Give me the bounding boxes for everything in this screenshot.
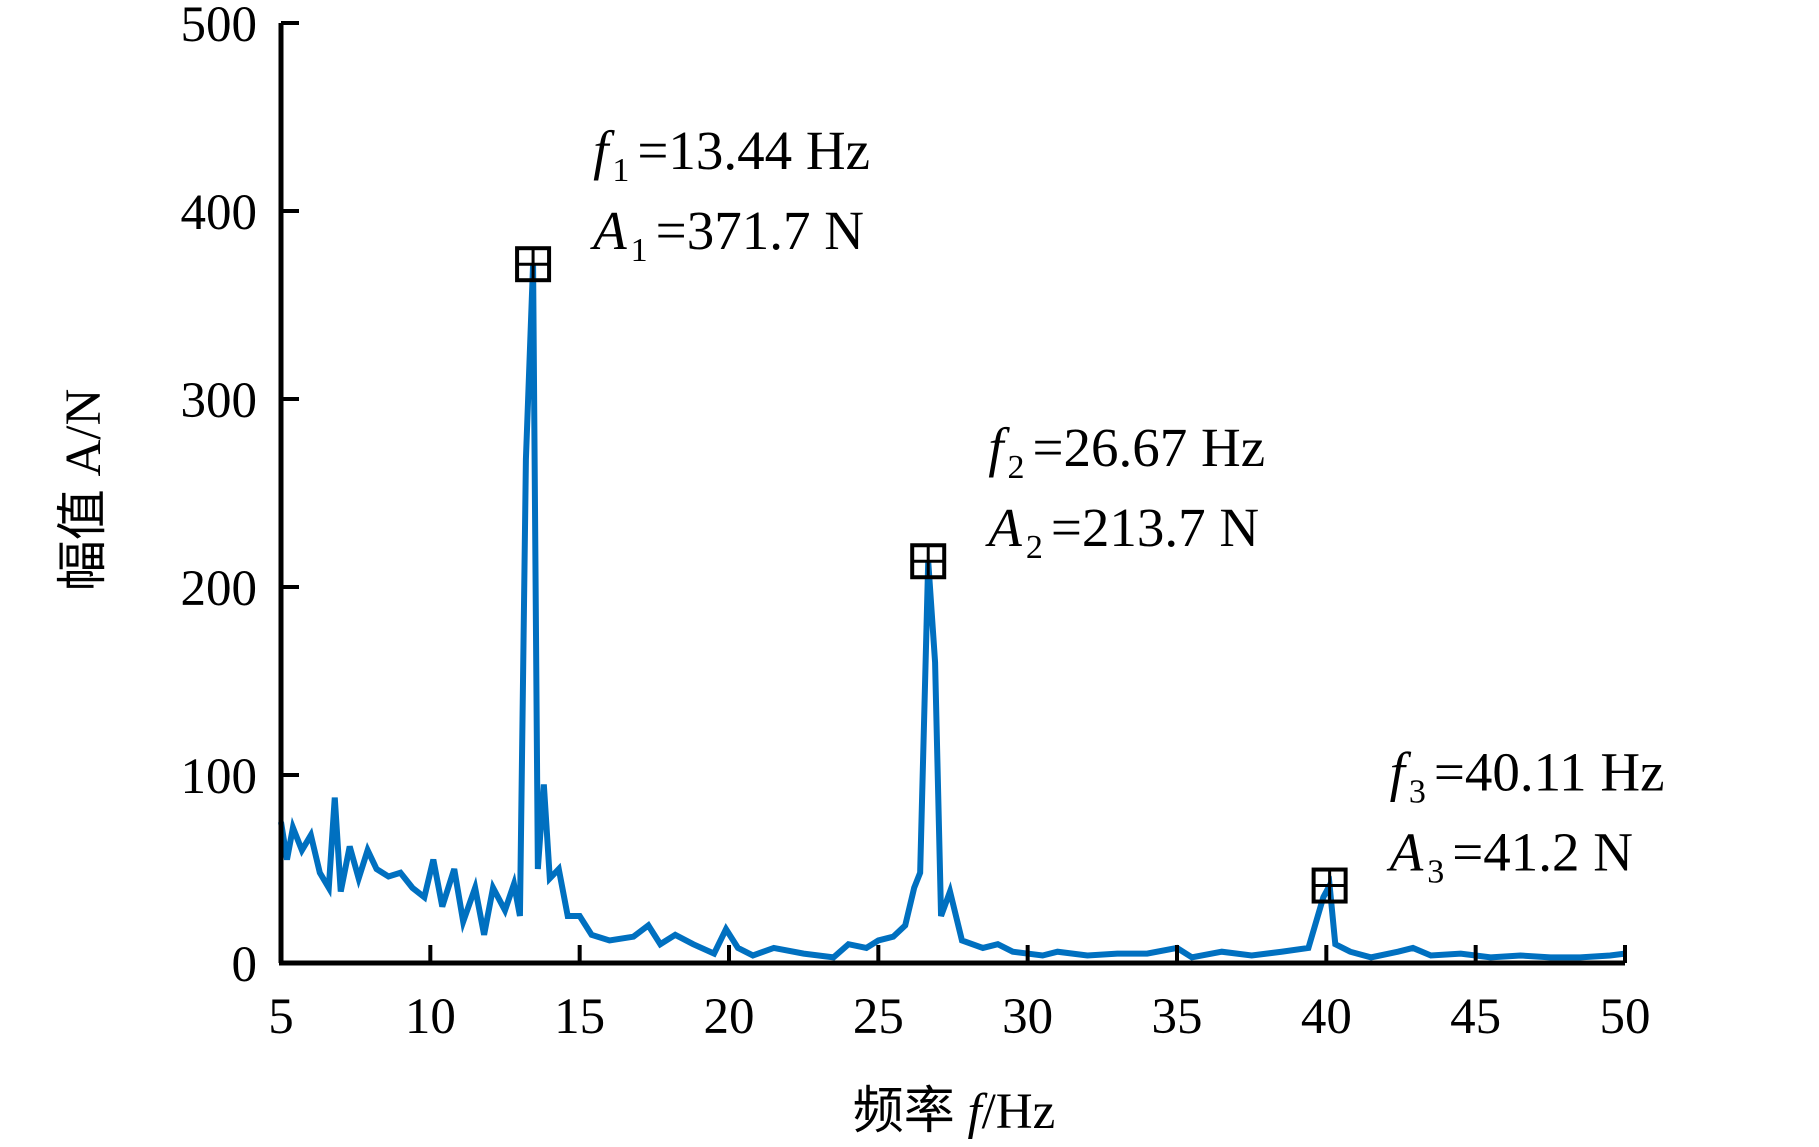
- x-tick-label: 50: [1600, 989, 1651, 1045]
- annotation-text: =371.7 N: [656, 200, 864, 261]
- annotation-subscript: 2: [1026, 529, 1043, 566]
- annotation: f 2 =26.67 Hz: [988, 417, 1265, 486]
- x-axis-label: 频率 f/Hz: [853, 1084, 1056, 1140]
- x-tick-label: 5: [268, 989, 294, 1045]
- x-tick-label: 15: [554, 989, 605, 1045]
- x-label-suffix: /Hz: [982, 1084, 1056, 1140]
- y-tick-label: 300: [181, 373, 258, 429]
- data-line: [278, 264, 1626, 961]
- annotation-subscript: 3: [1409, 774, 1426, 811]
- annotation-text: =26.67 Hz: [1032, 417, 1265, 478]
- annotation-symbol: A: [1386, 822, 1424, 883]
- annotation-subscript: 3: [1427, 854, 1444, 891]
- y-tick-label: 200: [181, 561, 258, 617]
- x-label-prefix: 频率: [853, 1084, 968, 1140]
- annotation-subscript: 1: [631, 232, 648, 269]
- annotation-text: =13.44 Hz: [637, 120, 870, 181]
- x-tick-label: 35: [1152, 989, 1203, 1045]
- peak-marker: [515, 246, 552, 283]
- x-tick-label: 20: [704, 989, 755, 1045]
- x-tick-label: 10: [405, 989, 456, 1045]
- y-axis-label: 幅值 A/N: [56, 389, 112, 592]
- annotation-subscript: 2: [1007, 449, 1024, 486]
- annotation: f 1 =13.44 Hz: [593, 120, 870, 189]
- annotation-subscript: 1: [612, 152, 629, 189]
- x-tick-label: 30: [1002, 989, 1053, 1045]
- annotation-text: =40.11 Hz: [1434, 742, 1665, 803]
- y-tick-label: 500: [181, 0, 258, 53]
- y-tick-label: 100: [181, 749, 258, 805]
- annotation: A 2 =213.7 N: [984, 497, 1259, 566]
- peak-marker: [910, 543, 947, 580]
- annotation-text: =41.2 N: [1452, 822, 1633, 883]
- annotation: A 3 =41.2 N: [1386, 822, 1633, 891]
- annotation: f 3 =40.11 Hz: [1390, 742, 1665, 811]
- annotation-symbol: A: [589, 200, 627, 261]
- peak-marker: [1311, 867, 1348, 904]
- y-tick-label: 0: [232, 937, 258, 993]
- annotation-symbol: A: [984, 497, 1022, 558]
- annotation: A 1 =371.7 N: [589, 200, 864, 269]
- annotation-text: =213.7 N: [1051, 497, 1259, 558]
- x-tick-label: 25: [853, 989, 904, 1045]
- x-tick-label: 45: [1450, 989, 1501, 1045]
- y-tick-label: 400: [181, 185, 258, 241]
- x-tick-label: 40: [1301, 989, 1352, 1045]
